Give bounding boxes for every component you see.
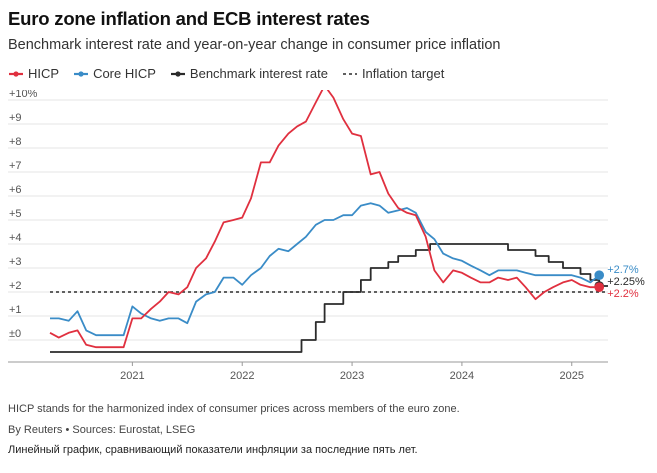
series-lines [49,90,608,353]
y-tick-label: +6 [9,184,22,196]
chart-subtitle: Benchmark interest rate and year-on-year… [8,37,501,53]
y-tick-label: +9 [9,112,22,124]
legend-item-core: Core HICP [73,66,156,81]
x-tick-label: 2025 [560,370,584,382]
source-line: By Reuters • Sources: Eurostat, LSEG [8,424,196,436]
end-label-hicp: +2.2% [607,288,639,300]
y-tick-label: +8 [9,136,22,148]
y-tick-label: +2 [9,280,22,292]
chart-plot: +10%+9+8+7+6+5+4+3+2+1±0 2021 2022 2023 202… [8,90,645,382]
legend-label-core: Core HICP [93,66,156,81]
end-label-rate: +2.25% [607,276,645,288]
end-markers: +2.7%+2.25%+2.2% [594,264,645,300]
caption: Линейный график, сравнивающий показатели… [8,444,418,456]
legend-label-rate: Benchmark interest rate [189,66,328,81]
y-tick-label: ±0 [9,328,21,340]
y-tick-label: +7 [9,160,22,172]
legend-item-rate: Benchmark interest rate [170,66,328,81]
y-tick-label: +5 [9,208,22,220]
legend-label-target: Inflation target [361,66,445,81]
y-tick-labels: +10% +9 +8 +7 +6 +5 +4 +3 +2 +1 ±0 [9,90,38,340]
series-line-hicp [49,90,600,349]
grid [8,99,608,363]
end-marker-hicp [594,282,605,292]
x-tick-label: 2021 [120,370,144,382]
legend-label-hicp: HICP [28,66,60,81]
y-tick-label: +4 [9,232,22,244]
y-tick-label: +1 [9,304,22,316]
y-tick-label: +3 [9,256,22,268]
x-tick-label: 2024 [450,370,474,382]
legend-item-hicp: HICP [8,66,59,81]
chart-title: Euro zone inflation and ECB interest rat… [8,8,370,29]
legend-swatch-core [74,70,89,77]
x-tick-labels: 2021 2022 2023 2024 2025 [120,362,584,382]
end-label-core: +2.7% [607,264,639,276]
y-tick-label: +10% [9,90,38,100]
legend: HICP Core HICP Benchmark interest rate I… [8,66,458,81]
x-tick-label: 2022 [230,370,254,382]
footnote: HICP stands for the harmonized index of … [8,403,460,415]
legend-item-target: Inflation target [342,66,444,81]
legend-swatch-hicp [9,70,23,77]
legend-swatch-target [342,72,357,75]
x-tick-label: 2023 [340,370,364,382]
end-marker-core [594,270,605,280]
series-line-core [50,202,600,337]
legend-swatch-rate [170,70,185,77]
series-line-rate [50,243,608,353]
